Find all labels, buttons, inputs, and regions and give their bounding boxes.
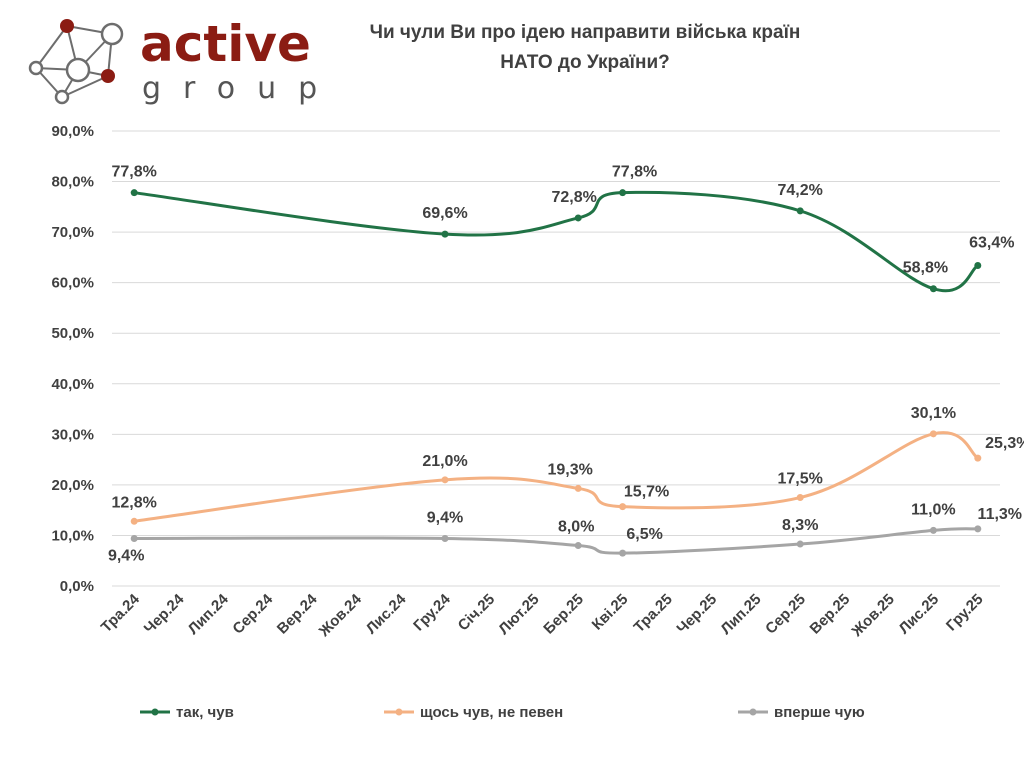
x-tick-label: Лис.25 (896, 591, 943, 638)
legend-label: щось чув, не певен (420, 704, 563, 721)
y-tick-label: 70,0% (51, 224, 94, 241)
x-tick-label: Вер.25 (807, 591, 854, 638)
data-labels: 77,8% 69,6% 72,8% 77,8% 74,2% 58,8% 63,4% 12,8%… (108, 164, 1024, 565)
data-label: 12,8% (112, 494, 157, 511)
x-tick-label: Кві.25 (589, 591, 632, 634)
data-point (929, 526, 937, 534)
legend-marker (395, 708, 403, 716)
data-point (619, 549, 627, 557)
data-point (130, 534, 138, 542)
grid-lines (112, 130, 1000, 587)
data-point (441, 476, 449, 484)
data-label: 15,7% (624, 484, 669, 501)
data-label: 77,8% (112, 164, 157, 181)
data-point (974, 525, 982, 533)
y-tick-label: 50,0% (51, 325, 94, 342)
y-tick-label: 60,0% (51, 275, 94, 292)
data-point (974, 454, 982, 462)
data-label: 6,5% (626, 526, 662, 543)
data-point (441, 230, 449, 238)
legend-label: вперше чую (774, 704, 865, 721)
x-tick-label: Лип.24 (185, 590, 233, 638)
data-label: 25,3% (985, 435, 1024, 452)
data-point (974, 261, 982, 269)
logo-subword: group (142, 71, 320, 106)
x-tick-label: Бер.25 (540, 591, 587, 638)
y-tick-label: 80,0% (51, 174, 94, 191)
data-point (796, 207, 804, 215)
data-point (574, 484, 582, 492)
data-label: 9,4% (108, 547, 144, 564)
data-label: 58,8% (903, 260, 948, 277)
data-label: 11,3% (978, 506, 1022, 523)
data-point (796, 540, 804, 548)
x-tick-label: Чер.24 (141, 590, 188, 637)
y-tick-label: 30,0% (51, 426, 94, 443)
logo-word: active (140, 15, 311, 73)
x-tick-label: Лип.25 (717, 591, 764, 638)
x-tick-label: Тра.24 (98, 590, 144, 636)
series-line (134, 190, 979, 293)
chart-legend: так, чув щось чув, не певен вперше чую (140, 704, 865, 721)
data-point (574, 214, 582, 222)
chart-title-line-2: НАТО до України? (500, 52, 670, 73)
chart-title-line-1: Чи чули Ви про ідею направити війська кр… (369, 22, 801, 43)
x-tick-label: Жов.24 (315, 590, 365, 640)
data-label: 17,5% (778, 471, 823, 488)
x-tick-label: Тра.25 (631, 591, 676, 636)
data-label: 30,1% (911, 405, 956, 422)
data-label: 77,8% (612, 164, 657, 181)
data-point (130, 517, 138, 525)
x-tick-label: Сер.25 (762, 591, 809, 638)
series-line (134, 431, 979, 523)
data-point (574, 542, 582, 550)
x-tick-label: Чер.25 (674, 591, 721, 638)
data-point (929, 285, 937, 293)
x-tick-label: Лис.24 (363, 590, 410, 637)
x-tick-label: Жов.25 (848, 591, 898, 641)
series-line (134, 527, 978, 555)
active-group-logo: active group (28, 15, 320, 106)
y-tick-label: 20,0% (51, 477, 94, 494)
series-lines (130, 189, 982, 557)
legend-marker (151, 708, 159, 716)
y-tick-label: 0,0% (60, 578, 94, 595)
x-tick-label: Вер.24 (274, 590, 321, 637)
x-tick-label: Гру.24 (410, 590, 454, 634)
x-tick-label: Гру.25 (943, 591, 987, 635)
legend-marker (749, 708, 757, 716)
x-tick-label: Лют.25 (495, 591, 542, 638)
data-label: 21,0% (422, 453, 467, 470)
data-point (929, 430, 937, 438)
data-label: 74,2% (778, 182, 823, 199)
network-logo-icon (28, 19, 124, 105)
chart-title: Чи чули Ви про ідею направити війська кр… (300, 18, 870, 78)
x-tick-label: Січ.25 (455, 591, 499, 635)
data-point (796, 494, 804, 502)
y-axis-ticks: 0,0% 10,0% 20,0% 30,0% 40,0% 50,0% 60,0% 70,0% 8… (51, 123, 94, 595)
data-point (619, 189, 627, 197)
x-axis-ticks: Тра.24Чер.24Лип.24Сер.24Вер.24Жов.24Лис.… (98, 590, 987, 640)
data-label: 9,4% (427, 509, 463, 526)
y-tick-label: 90,0% (51, 123, 94, 140)
legend-label: так, чув (176, 704, 234, 721)
x-tick-label: Сер.24 (229, 590, 276, 637)
data-label: 72,8% (552, 189, 597, 206)
data-label: 8,3% (782, 517, 818, 534)
data-label: 11,0% (911, 501, 955, 518)
y-tick-label: 40,0% (51, 376, 94, 393)
data-point (130, 189, 138, 197)
data-label: 8,0% (558, 519, 594, 536)
data-label: 63,4% (969, 234, 1014, 251)
data-label: 19,3% (548, 461, 593, 478)
data-point (441, 534, 449, 542)
y-tick-label: 10,0% (51, 527, 94, 544)
data-label: 69,6% (422, 205, 467, 222)
data-point (619, 503, 627, 511)
